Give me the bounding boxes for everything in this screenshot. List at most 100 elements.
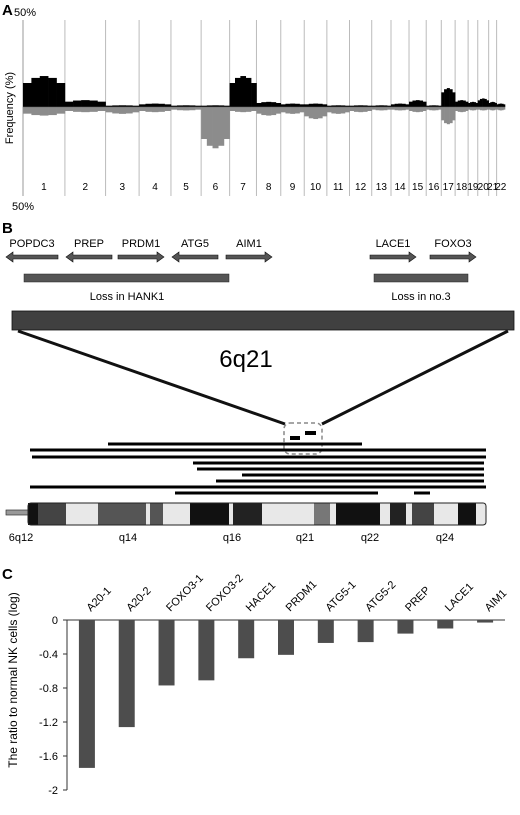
category-label: AIM1 <box>483 587 510 614</box>
loss-bar <box>412 107 417 112</box>
gain-bar <box>170 105 178 107</box>
centromere-stub <box>5 509 29 516</box>
loss-bar <box>245 107 252 112</box>
loss-bar <box>176 107 184 111</box>
loss-label-no3: Loss in no.3 <box>391 291 450 303</box>
panel-a-top-label: 50% <box>14 7 36 19</box>
gene-label: LACE1 <box>376 238 411 250</box>
chromosome-label: 19 <box>467 182 479 193</box>
gain-bar <box>498 103 501 107</box>
gain-bar <box>112 105 120 107</box>
loss-bar <box>275 107 282 114</box>
gain-bar <box>331 105 337 107</box>
loss-bar <box>335 107 341 114</box>
loss-bar <box>266 107 272 116</box>
loss-bar <box>426 107 430 110</box>
loss-bar <box>206 107 213 146</box>
gain-bar <box>256 103 262 107</box>
loss-bar <box>294 107 300 114</box>
loss-bar <box>158 107 165 112</box>
chromosome-label: 20 <box>478 182 490 193</box>
gain-bar <box>375 105 380 107</box>
gain-bar <box>486 100 489 107</box>
gain-bar <box>471 101 475 107</box>
panel-c-letter: C <box>2 566 13 583</box>
gain-bar <box>470 102 473 107</box>
y-tick-label: -0.8 <box>39 683 58 695</box>
loss-bar <box>422 107 427 111</box>
loss-label-hank1: Loss in HANK1 <box>90 291 165 303</box>
loss-bar <box>183 107 190 111</box>
chromosome-label: 17 <box>443 182 455 193</box>
gain-bar <box>477 100 481 107</box>
gain-bar <box>201 105 208 107</box>
gain-bar <box>164 104 172 107</box>
gain-bar <box>438 105 442 107</box>
gain-bar <box>475 103 479 107</box>
loss-bar <box>145 107 153 112</box>
ideogram-band <box>38 503 66 525</box>
loss-bar <box>488 107 491 110</box>
chromosome-label: 1 <box>41 182 47 193</box>
loss-bar <box>367 107 373 111</box>
gain-bar <box>412 100 417 107</box>
loss-bar <box>322 107 328 117</box>
chromosome-label: 7 <box>240 182 246 193</box>
band-label: q24 <box>436 532 454 544</box>
chromosome-label: 4 <box>152 182 158 193</box>
gain-bar <box>390 104 395 107</box>
ideogram-band <box>330 503 336 525</box>
loss-bar <box>218 107 225 146</box>
loss-bar <box>48 107 57 116</box>
gain-bar <box>206 105 213 107</box>
gain-bar <box>362 105 368 107</box>
loss-bar <box>251 107 257 111</box>
gain-bar <box>490 102 493 107</box>
ideogram-band <box>229 503 233 525</box>
loss-bar <box>449 107 453 124</box>
gain-bar <box>426 105 430 107</box>
gain-bar <box>379 105 384 107</box>
gain-bar <box>491 101 494 107</box>
gain-bar <box>394 103 399 107</box>
category-label: LACE1 <box>443 581 476 614</box>
ideogram-band <box>390 503 406 525</box>
ratio-bar <box>437 620 454 629</box>
panel-a-letter: A <box>2 2 13 19</box>
loss-bar <box>441 107 445 121</box>
gain-bar <box>118 105 126 107</box>
loss-bar <box>503 107 506 110</box>
chromosome-label: 13 <box>376 182 388 193</box>
chromosome-label: 8 <box>266 182 272 193</box>
category-label: A20-1 <box>85 585 114 614</box>
loss-bar <box>475 107 479 110</box>
loss-bar <box>326 107 332 113</box>
loss-bar <box>435 107 439 111</box>
gain-bar <box>335 105 341 107</box>
chromosome-label: 12 <box>355 182 367 193</box>
loss-bar <box>491 107 494 111</box>
ratio-bar <box>198 620 215 681</box>
gain-bar <box>313 103 319 107</box>
gain-bar <box>64 101 74 107</box>
panel-a: A 50% 50% Frequency (%) 1 2 3 4 5 6 7 8 9 10 11 12 1… <box>2 2 507 213</box>
loss-bar <box>89 107 98 112</box>
gain-bar <box>419 100 424 107</box>
gain-bar <box>326 105 332 107</box>
loss-bar <box>398 107 403 111</box>
gain-bar <box>151 103 159 107</box>
loss-bar <box>462 107 466 112</box>
loss-bar <box>490 107 493 111</box>
loss-bar <box>97 107 106 111</box>
panel-c: C The ratio to normal NK cells (log) -2-… <box>2 566 509 797</box>
panel-c-y-axis-label: The ratio to normal NK cells (log) <box>6 592 20 767</box>
loss-bar <box>432 107 436 111</box>
ratio-bar <box>278 620 294 655</box>
gain-bar <box>432 105 436 107</box>
loss-bar <box>331 107 337 114</box>
gain-bar <box>344 105 350 107</box>
ideogram-band <box>380 503 390 525</box>
gene-arrow-popdc3: POPDC3 <box>5 238 59 263</box>
ratio-bar <box>158 620 175 686</box>
ratio-bar <box>397 620 414 634</box>
